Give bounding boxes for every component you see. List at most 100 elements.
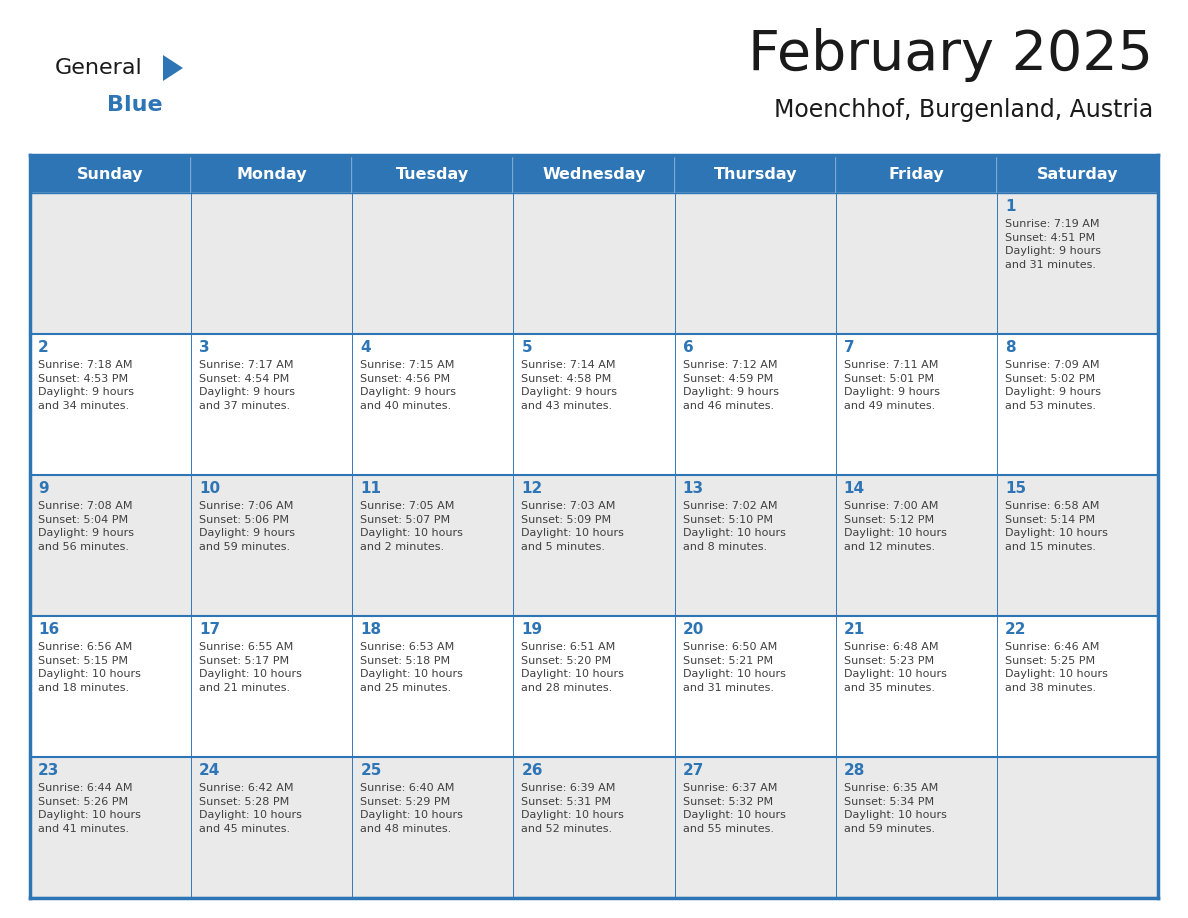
Text: Sunrise: 7:03 AM
Sunset: 5:09 PM
Daylight: 10 hours
and 5 minutes.: Sunrise: 7:03 AM Sunset: 5:09 PM Dayligh… xyxy=(522,501,625,552)
Bar xyxy=(835,616,997,757)
Text: 14: 14 xyxy=(843,481,865,496)
Text: Moenchhof, Burgenland, Austria: Moenchhof, Burgenland, Austria xyxy=(773,98,1154,122)
Bar xyxy=(353,475,513,616)
Text: Sunrise: 7:15 AM
Sunset: 4:56 PM
Daylight: 9 hours
and 40 minutes.: Sunrise: 7:15 AM Sunset: 4:56 PM Dayligh… xyxy=(360,360,456,410)
Text: Tuesday: Tuesday xyxy=(397,166,469,182)
Text: Sunrise: 7:14 AM
Sunset: 4:58 PM
Daylight: 9 hours
and 43 minutes.: Sunrise: 7:14 AM Sunset: 4:58 PM Dayligh… xyxy=(522,360,618,410)
Text: Sunrise: 6:53 AM
Sunset: 5:18 PM
Daylight: 10 hours
and 25 minutes.: Sunrise: 6:53 AM Sunset: 5:18 PM Dayligh… xyxy=(360,642,463,693)
Bar xyxy=(997,155,1158,193)
Text: Sunrise: 6:35 AM
Sunset: 5:34 PM
Daylight: 10 hours
and 59 minutes.: Sunrise: 6:35 AM Sunset: 5:34 PM Dayligh… xyxy=(843,783,947,834)
Bar xyxy=(513,193,675,334)
Text: General: General xyxy=(55,58,143,78)
Text: 12: 12 xyxy=(522,481,543,496)
Text: 28: 28 xyxy=(843,763,865,778)
Polygon shape xyxy=(163,55,183,81)
Bar xyxy=(675,616,835,757)
Text: Sunrise: 7:09 AM
Sunset: 5:02 PM
Daylight: 9 hours
and 53 minutes.: Sunrise: 7:09 AM Sunset: 5:02 PM Dayligh… xyxy=(1005,360,1101,410)
Text: 10: 10 xyxy=(200,481,220,496)
Text: Sunrise: 6:40 AM
Sunset: 5:29 PM
Daylight: 10 hours
and 48 minutes.: Sunrise: 6:40 AM Sunset: 5:29 PM Dayligh… xyxy=(360,783,463,834)
Text: Sunrise: 7:00 AM
Sunset: 5:12 PM
Daylight: 10 hours
and 12 minutes.: Sunrise: 7:00 AM Sunset: 5:12 PM Dayligh… xyxy=(843,501,947,552)
Text: Sunday: Sunday xyxy=(77,166,144,182)
Bar xyxy=(835,193,997,334)
Text: Sunrise: 6:55 AM
Sunset: 5:17 PM
Daylight: 10 hours
and 21 minutes.: Sunrise: 6:55 AM Sunset: 5:17 PM Dayligh… xyxy=(200,642,302,693)
Text: Sunrise: 7:11 AM
Sunset: 5:01 PM
Daylight: 9 hours
and 49 minutes.: Sunrise: 7:11 AM Sunset: 5:01 PM Dayligh… xyxy=(843,360,940,410)
Bar xyxy=(191,193,353,334)
Bar xyxy=(675,757,835,898)
Bar xyxy=(835,475,997,616)
Bar xyxy=(353,616,513,757)
Text: Sunrise: 6:44 AM
Sunset: 5:26 PM
Daylight: 10 hours
and 41 minutes.: Sunrise: 6:44 AM Sunset: 5:26 PM Dayligh… xyxy=(38,783,141,834)
Text: Saturday: Saturday xyxy=(1037,166,1118,182)
Bar xyxy=(835,757,997,898)
Bar xyxy=(353,193,513,334)
Text: 6: 6 xyxy=(683,340,694,355)
Bar xyxy=(30,757,191,898)
Text: 1: 1 xyxy=(1005,199,1016,214)
Text: 16: 16 xyxy=(38,622,59,637)
Text: 13: 13 xyxy=(683,481,703,496)
Text: Sunrise: 6:42 AM
Sunset: 5:28 PM
Daylight: 10 hours
and 45 minutes.: Sunrise: 6:42 AM Sunset: 5:28 PM Dayligh… xyxy=(200,783,302,834)
Bar xyxy=(191,475,353,616)
Text: Sunrise: 6:48 AM
Sunset: 5:23 PM
Daylight: 10 hours
and 35 minutes.: Sunrise: 6:48 AM Sunset: 5:23 PM Dayligh… xyxy=(843,642,947,693)
Bar xyxy=(513,757,675,898)
Bar xyxy=(675,193,835,334)
Text: Sunrise: 7:08 AM
Sunset: 5:04 PM
Daylight: 9 hours
and 56 minutes.: Sunrise: 7:08 AM Sunset: 5:04 PM Dayligh… xyxy=(38,501,134,552)
Bar xyxy=(835,334,997,475)
Text: Sunrise: 6:46 AM
Sunset: 5:25 PM
Daylight: 10 hours
and 38 minutes.: Sunrise: 6:46 AM Sunset: 5:25 PM Dayligh… xyxy=(1005,642,1107,693)
Bar xyxy=(30,155,191,193)
Bar xyxy=(30,475,191,616)
Bar xyxy=(513,475,675,616)
Text: Sunrise: 6:39 AM
Sunset: 5:31 PM
Daylight: 10 hours
and 52 minutes.: Sunrise: 6:39 AM Sunset: 5:31 PM Dayligh… xyxy=(522,783,625,834)
Text: Blue: Blue xyxy=(107,95,163,115)
Bar xyxy=(997,193,1158,334)
Bar xyxy=(513,334,675,475)
Bar xyxy=(835,155,997,193)
Text: Sunrise: 7:19 AM
Sunset: 4:51 PM
Daylight: 9 hours
and 31 minutes.: Sunrise: 7:19 AM Sunset: 4:51 PM Dayligh… xyxy=(1005,219,1101,270)
Bar xyxy=(191,757,353,898)
Text: 7: 7 xyxy=(843,340,854,355)
Text: Wednesday: Wednesday xyxy=(542,166,646,182)
Text: Sunrise: 7:05 AM
Sunset: 5:07 PM
Daylight: 10 hours
and 2 minutes.: Sunrise: 7:05 AM Sunset: 5:07 PM Dayligh… xyxy=(360,501,463,552)
Text: Sunrise: 6:58 AM
Sunset: 5:14 PM
Daylight: 10 hours
and 15 minutes.: Sunrise: 6:58 AM Sunset: 5:14 PM Dayligh… xyxy=(1005,501,1107,552)
Bar xyxy=(513,155,675,193)
Text: 3: 3 xyxy=(200,340,210,355)
Bar xyxy=(675,155,835,193)
Bar xyxy=(30,334,191,475)
Text: 26: 26 xyxy=(522,763,543,778)
Text: Sunrise: 6:37 AM
Sunset: 5:32 PM
Daylight: 10 hours
and 55 minutes.: Sunrise: 6:37 AM Sunset: 5:32 PM Dayligh… xyxy=(683,783,785,834)
Text: Sunrise: 7:06 AM
Sunset: 5:06 PM
Daylight: 9 hours
and 59 minutes.: Sunrise: 7:06 AM Sunset: 5:06 PM Dayligh… xyxy=(200,501,295,552)
Bar xyxy=(30,193,191,334)
Bar xyxy=(675,475,835,616)
Text: 4: 4 xyxy=(360,340,371,355)
Text: 2: 2 xyxy=(38,340,49,355)
Text: 25: 25 xyxy=(360,763,381,778)
Bar xyxy=(675,334,835,475)
Bar xyxy=(30,616,191,757)
Text: Sunrise: 7:02 AM
Sunset: 5:10 PM
Daylight: 10 hours
and 8 minutes.: Sunrise: 7:02 AM Sunset: 5:10 PM Dayligh… xyxy=(683,501,785,552)
Bar xyxy=(997,334,1158,475)
Text: February 2025: February 2025 xyxy=(748,28,1154,82)
Text: 27: 27 xyxy=(683,763,704,778)
Bar xyxy=(191,334,353,475)
Bar xyxy=(997,475,1158,616)
Text: 9: 9 xyxy=(38,481,49,496)
Text: Friday: Friday xyxy=(889,166,944,182)
Bar xyxy=(997,757,1158,898)
Text: Sunrise: 7:18 AM
Sunset: 4:53 PM
Daylight: 9 hours
and 34 minutes.: Sunrise: 7:18 AM Sunset: 4:53 PM Dayligh… xyxy=(38,360,134,410)
Text: 18: 18 xyxy=(360,622,381,637)
Text: 8: 8 xyxy=(1005,340,1016,355)
Text: Sunrise: 7:17 AM
Sunset: 4:54 PM
Daylight: 9 hours
and 37 minutes.: Sunrise: 7:17 AM Sunset: 4:54 PM Dayligh… xyxy=(200,360,295,410)
Text: Thursday: Thursday xyxy=(713,166,797,182)
Bar xyxy=(513,616,675,757)
Text: 20: 20 xyxy=(683,622,704,637)
Text: 5: 5 xyxy=(522,340,532,355)
Text: Sunrise: 7:12 AM
Sunset: 4:59 PM
Daylight: 9 hours
and 46 minutes.: Sunrise: 7:12 AM Sunset: 4:59 PM Dayligh… xyxy=(683,360,778,410)
Bar xyxy=(191,155,353,193)
Text: Monday: Monday xyxy=(236,166,307,182)
Text: 15: 15 xyxy=(1005,481,1026,496)
Text: 21: 21 xyxy=(843,622,865,637)
Text: Sunrise: 6:51 AM
Sunset: 5:20 PM
Daylight: 10 hours
and 28 minutes.: Sunrise: 6:51 AM Sunset: 5:20 PM Dayligh… xyxy=(522,642,625,693)
Bar xyxy=(353,757,513,898)
Bar xyxy=(353,334,513,475)
Text: 19: 19 xyxy=(522,622,543,637)
